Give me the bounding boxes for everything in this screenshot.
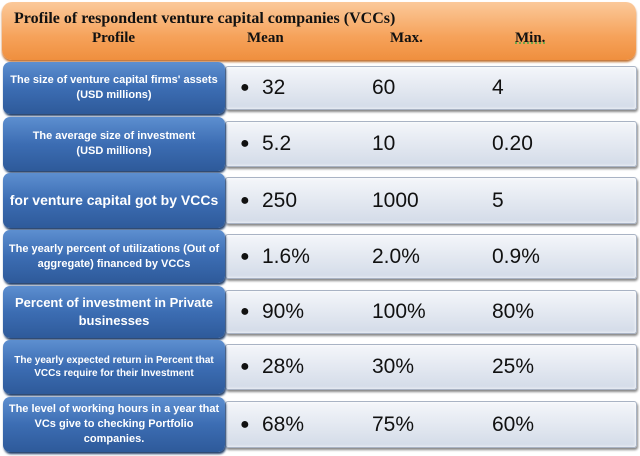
row-values: ● 32 60 4 [225, 66, 637, 110]
table-row: The size of venture capital firms' asset… [3, 62, 637, 114]
table-row: The level of working hours in a year tha… [3, 397, 637, 452]
min-value: 4 [492, 76, 504, 99]
column-header-max: Max. [390, 30, 423, 46]
row-label: The level of working hours in a year tha… [3, 397, 225, 452]
table-row: The yearly expected return in Percent th… [3, 340, 637, 394]
min-value: 25% [492, 355, 535, 378]
table-row: The average size of investment (USD milli… [3, 117, 637, 171]
mean-value: 5.2 [262, 132, 292, 155]
row-label-text: The level of working hours in a year tha… [8, 403, 220, 445]
row-label-unit: (USD millions) [76, 145, 152, 157]
column-header-min: Min. [515, 30, 546, 46]
row-label-unit: (USD millions) [76, 89, 152, 101]
bullet-icon: ● [240, 135, 250, 152]
min-value: 0.20 [492, 132, 533, 155]
bullet-icon: ● [240, 247, 250, 265]
max-value: 2.0% [372, 244, 420, 268]
max-value: 100% [372, 300, 426, 323]
row-label-text: for venture capital got by VCCs [9, 192, 219, 209]
row-label-text: The size of venture capital firms' asset… [10, 74, 218, 87]
bullet-icon: ● [240, 191, 250, 209]
row-values: ● 1.6% 2.0% 0.9% [225, 234, 637, 279]
max-value: 10 [372, 132, 396, 155]
min-value: 0.9% [492, 244, 540, 268]
max-value: 30% [372, 355, 415, 378]
mean-value: 32 [262, 76, 286, 99]
max-value: 60 [372, 76, 396, 99]
bullet-icon: ● [240, 303, 250, 320]
row-label: for venture capital got by VCCs [3, 173, 225, 228]
table-header: Profile of respondent venture capital co… [2, 2, 636, 60]
mean-value: 1.6% [262, 244, 310, 268]
min-value: 5 [492, 188, 504, 212]
row-label-text: The yearly expected return in Percent th… [14, 354, 214, 380]
min-value: 80% [492, 300, 535, 323]
bullet-icon: ● [240, 358, 250, 375]
row-values: ● 28% 30% 25% [225, 344, 637, 390]
row-values: ● 5.2 10 0.20 [225, 121, 637, 167]
row-label-text: The average size of investment [32, 130, 196, 143]
row-label-text: The yearly percent of utilizations (Out … [8, 242, 220, 270]
row-values: ● 68% 75% 60% [225, 401, 637, 448]
max-value: 75% [372, 412, 415, 436]
mean-value: 28% [262, 355, 305, 378]
bullet-icon: ● [240, 79, 250, 96]
column-header-mean: Mean [247, 30, 284, 46]
min-value: 60% [492, 412, 535, 436]
row-label: The yearly percent of utilizations (Out … [3, 230, 225, 283]
max-value: 1000 [372, 188, 419, 212]
table-row: The yearly percent of utilizations (Out … [3, 230, 637, 283]
mean-value: 90% [262, 300, 305, 323]
row-label: The average size of investment (USD milli… [3, 117, 225, 171]
column-header-profile: Profile [92, 30, 136, 46]
row-label-text: Percent of investment in Private busines… [15, 295, 213, 328]
table-row: for venture capital got by VCCs ● 250 1000… [3, 173, 637, 228]
row-label: The size of venture capital firms' asset… [3, 62, 225, 114]
mean-value: 250 [262, 188, 298, 212]
table-title: Profile of respondent venture capital co… [14, 10, 396, 27]
mean-value: 68% [262, 412, 305, 436]
row-label: Percent of investment in Private busines… [3, 286, 225, 338]
table-row: Percent of investment in Private busines… [3, 286, 637, 338]
row-values: ● 250 1000 5 [225, 177, 637, 224]
row-values: ● 90% 100% 80% [225, 290, 637, 334]
bullet-icon: ● [240, 415, 250, 433]
row-label: The yearly expected return in Percent th… [3, 340, 225, 394]
